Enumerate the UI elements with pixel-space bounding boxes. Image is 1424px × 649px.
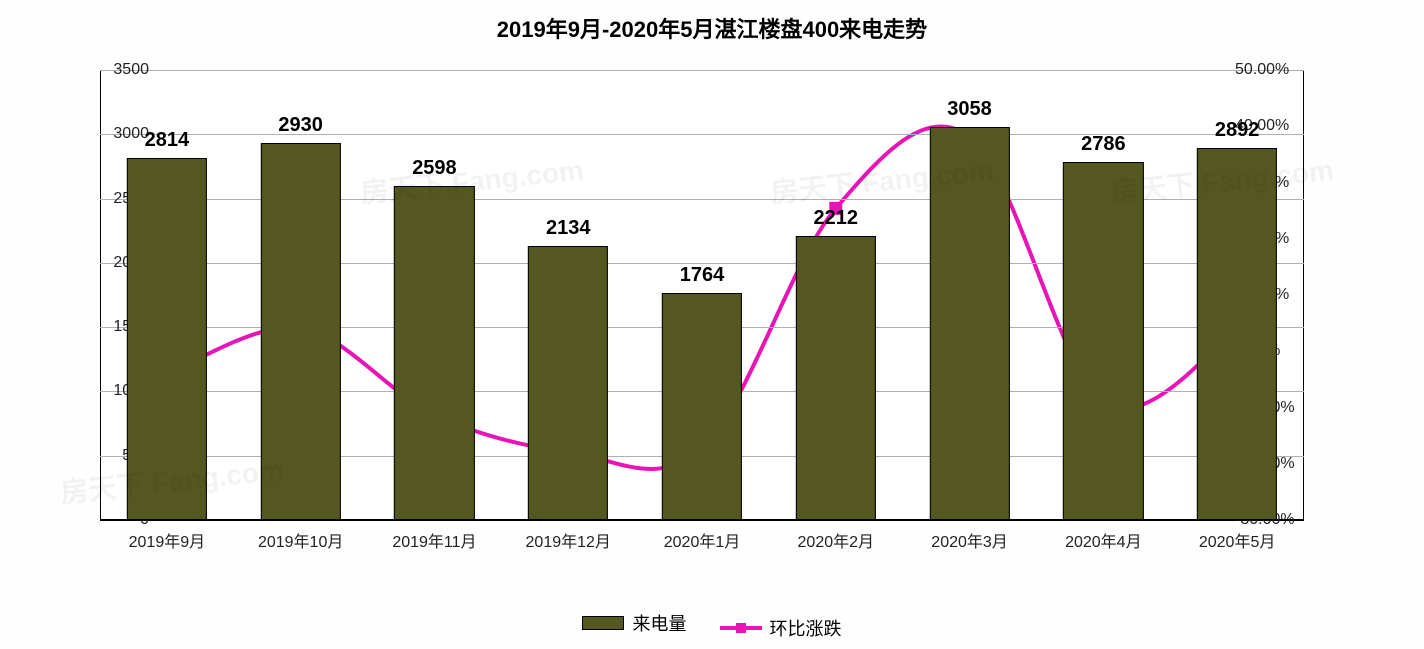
legend-item-bar: 来电量	[582, 610, 686, 636]
legend-item-line: 环比涨跌	[720, 615, 842, 641]
y-right-tick-label: 50.00%	[1229, 61, 1304, 79]
legend-label-line: 环比涨跌	[770, 615, 842, 641]
x-tick-label: 2020年4月	[1065, 528, 1142, 552]
legend-swatch-bar	[582, 616, 624, 630]
bar	[662, 293, 742, 520]
plot-region: 0500100015002000250030003500-30.00%-20.0…	[100, 70, 1304, 520]
x-tick-label: 2020年3月	[931, 528, 1008, 552]
bar-value-label: 2598	[412, 157, 457, 180]
x-tick-label: 2019年10月	[258, 528, 343, 552]
bar-value-label: 3058	[947, 98, 992, 121]
bar-value-label: 1764	[680, 264, 725, 287]
chart-title: 2019年9月-2020年5月湛江楼盘400来电走势	[0, 0, 1424, 44]
x-tick-label: 2019年9月	[129, 528, 206, 552]
bar	[1197, 148, 1277, 520]
bar	[528, 246, 608, 520]
bar	[127, 158, 207, 520]
gridline	[100, 520, 1304, 521]
bar-value-label: 2212	[814, 207, 859, 230]
x-tick-label: 2019年12月	[526, 528, 611, 552]
y-left-tick-label: 3500	[100, 61, 155, 79]
bar	[394, 186, 474, 520]
legend-swatch-line	[720, 626, 762, 630]
bar	[1063, 162, 1143, 520]
bar-value-label: 2786	[1081, 133, 1126, 156]
x-tick-label: 2019年11月	[392, 528, 476, 552]
gridline	[100, 70, 1304, 71]
legend: 来电量 环比涨跌	[0, 610, 1424, 641]
bar-value-label: 2134	[546, 217, 591, 240]
bar	[261, 143, 341, 520]
chart-area: 0500100015002000250030003500-30.00%-20.0…	[40, 60, 1384, 560]
legend-label-bar: 来电量	[632, 610, 686, 636]
bar	[796, 236, 876, 520]
x-tick-label: 2020年2月	[798, 528, 875, 552]
bar	[929, 127, 1009, 520]
x-tick-label: 2020年1月	[664, 528, 741, 552]
bar-value-label: 2814	[145, 129, 190, 152]
x-tick-label: 2020年5月	[1199, 528, 1276, 552]
bar-value-label: 2892	[1215, 119, 1260, 142]
bar-value-label: 2930	[278, 114, 323, 137]
